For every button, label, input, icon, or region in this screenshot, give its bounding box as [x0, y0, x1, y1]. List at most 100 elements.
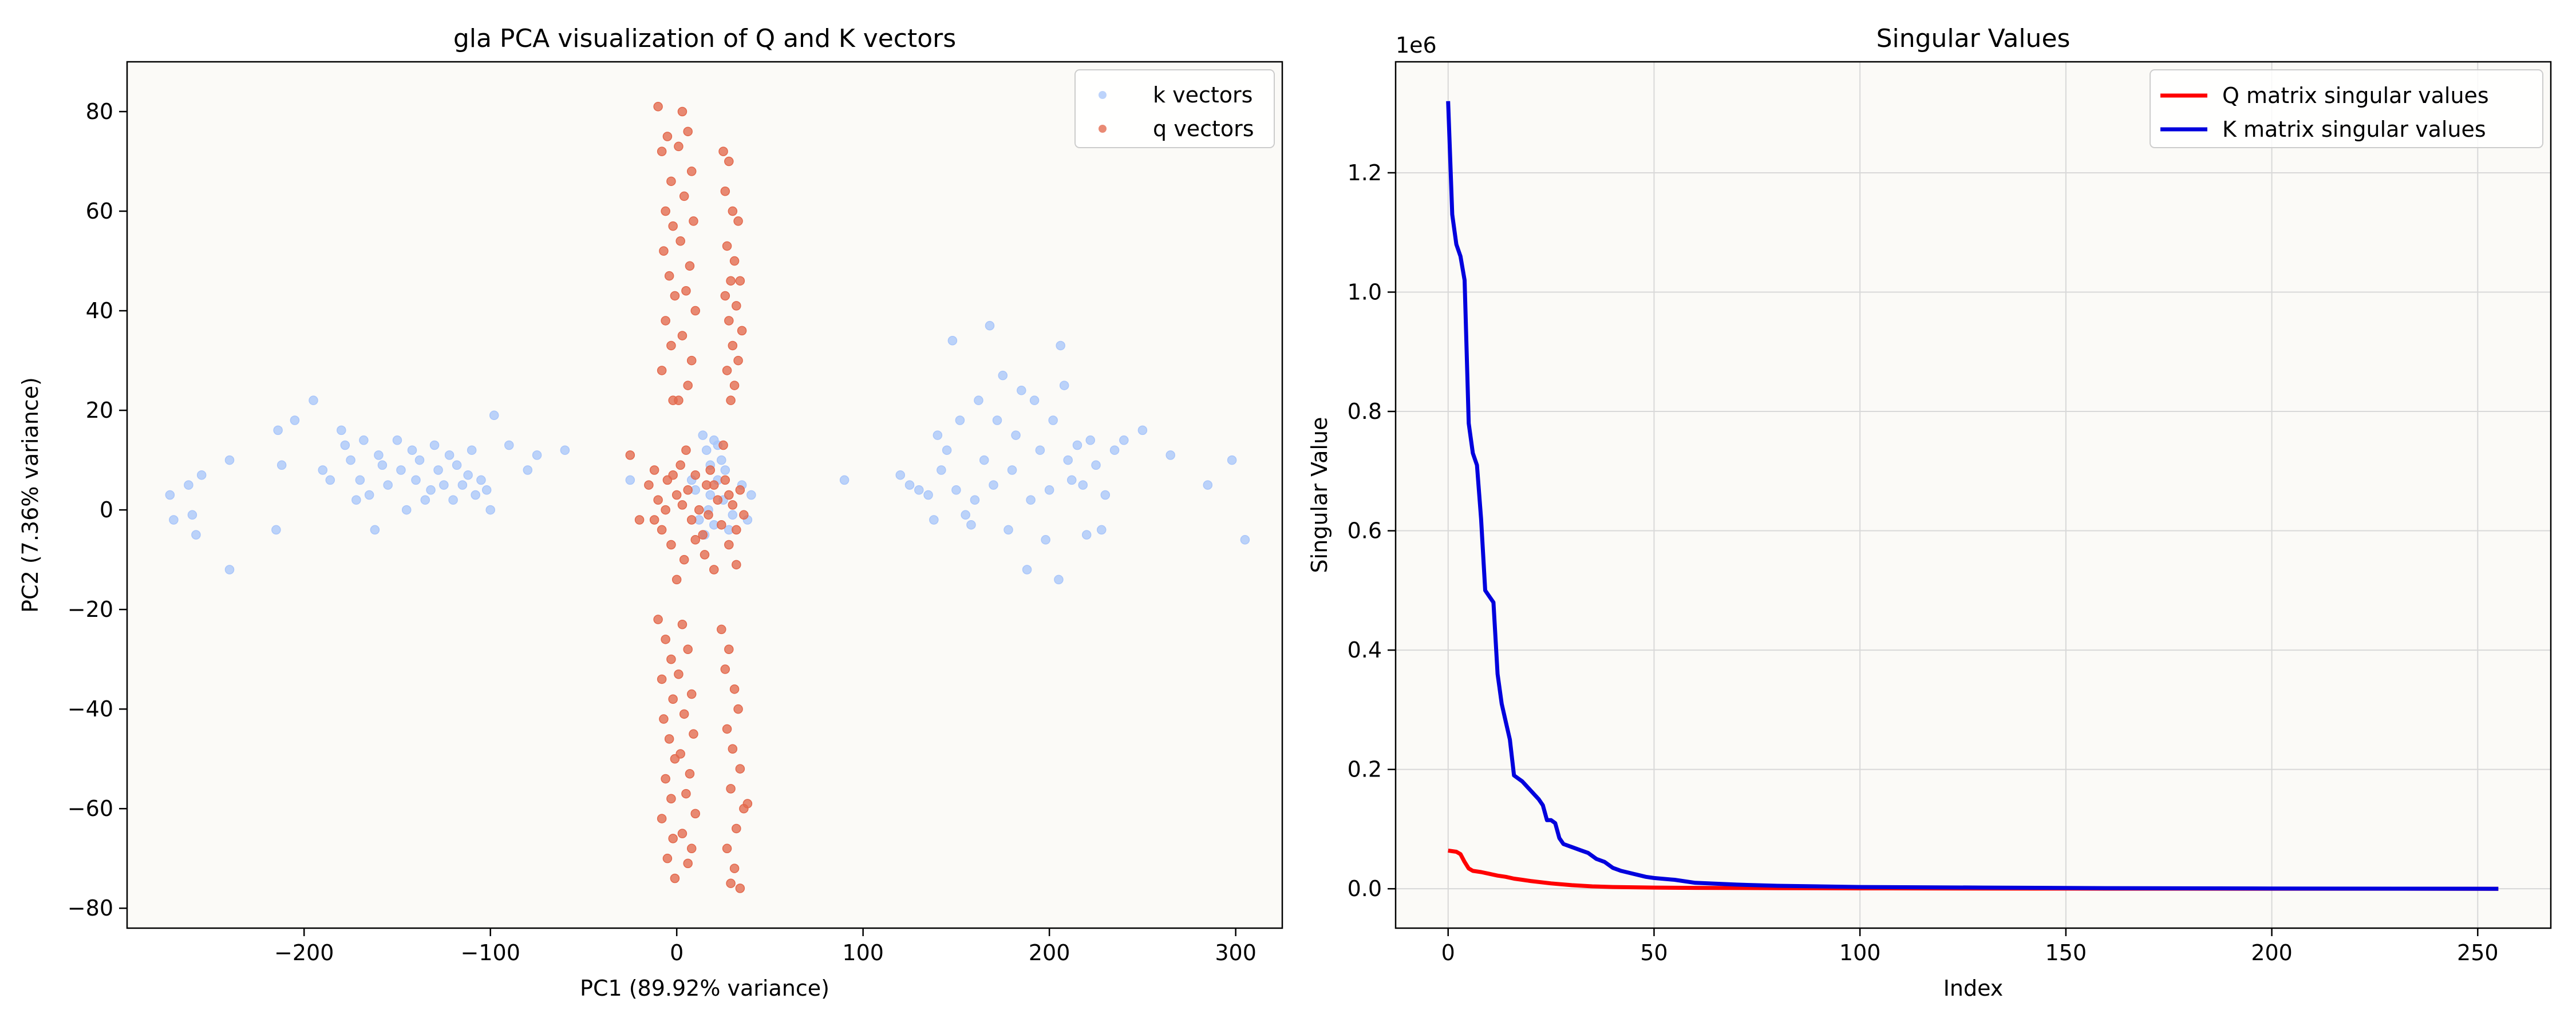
- q-vector-point: [670, 291, 680, 301]
- q-vector-point: [690, 306, 700, 316]
- k-vector-point: [224, 565, 235, 575]
- q-vector-point: [653, 615, 663, 624]
- pca-scatter-chart: −200 −100 0 100 200 300−80−60−40−20020406080 …: [18, 24, 1283, 1001]
- k-vector-point: [1072, 440, 1082, 450]
- k-vector-point: [1203, 480, 1213, 490]
- k-vector-point: [985, 320, 995, 331]
- pca-y-tick-label: 0: [100, 497, 113, 522]
- k-vector-point: [717, 455, 726, 465]
- q-vector-point: [729, 381, 740, 390]
- q-vector-point: [659, 714, 669, 724]
- q-vector-point: [666, 540, 676, 550]
- q-vector-point: [666, 340, 676, 351]
- q-vector-point: [720, 475, 730, 485]
- q-vector-point: [700, 550, 710, 560]
- legend-k-matrix-label: K matrix singular values: [2222, 117, 2486, 142]
- k-vector-point: [481, 485, 492, 495]
- q-vector-point: [675, 749, 685, 759]
- q-vector-point: [720, 291, 730, 301]
- k-vector-point: [467, 445, 477, 455]
- q-vector-point: [732, 301, 741, 311]
- singular-values-x-tick-label: 250: [2457, 940, 2499, 965]
- pca-plot-area: [127, 62, 1282, 928]
- q-vector-point: [670, 873, 680, 884]
- k-vector-point: [351, 495, 361, 505]
- q-vector-point: [683, 126, 693, 137]
- q-vector-point: [724, 540, 734, 550]
- k-vector-point: [532, 450, 542, 460]
- k-vector-point: [433, 465, 443, 475]
- q-vector-point: [677, 829, 688, 838]
- q-matrix-singular-values-line: [1448, 848, 2499, 891]
- k-vector-point: [1003, 525, 1013, 535]
- k-vector-point: [625, 475, 635, 485]
- singular-values-y-axis-label: Singular Value: [1307, 417, 1332, 573]
- k-vector-point: [463, 470, 473, 480]
- legend-q-vectors-label: q vectors: [1153, 116, 1254, 141]
- k-vector-point: [929, 515, 939, 525]
- q-vector-point: [726, 878, 736, 888]
- q-vector-point: [724, 156, 734, 167]
- q-vector-point: [668, 694, 678, 704]
- pca-y-tick-label: 20: [86, 398, 113, 423]
- pca-x-tick-label: 200: [1029, 940, 1070, 965]
- q-vector-point: [742, 799, 753, 809]
- singular-values-y-tick-label: 0.6: [1348, 518, 1382, 544]
- q-vector-point: [677, 619, 688, 629]
- singular-values-chart-title: Singular Values: [1876, 24, 2071, 53]
- q-vector-point: [686, 515, 697, 525]
- k-vector-point: [224, 455, 235, 465]
- pca-y-tick-label: −60: [68, 796, 113, 821]
- q-vector-point: [705, 465, 716, 475]
- k-vector-point: [401, 505, 412, 515]
- k-vector-point: [169, 515, 179, 525]
- k-vector-point: [165, 490, 175, 500]
- singular-values-x-tick-label: 100: [1839, 940, 1881, 965]
- q-vector-point: [689, 216, 698, 226]
- q-vector-point: [675, 236, 685, 246]
- singular-values-y-tick-label: 1.2: [1348, 160, 1382, 185]
- k-vector-point: [839, 475, 850, 485]
- singular-values-x-tick-label: 0: [1441, 940, 1455, 965]
- q-vector-point: [718, 440, 728, 450]
- q-vector-point: [649, 515, 659, 525]
- q-vector-point: [649, 465, 659, 475]
- k-vector-point: [271, 525, 281, 535]
- q-vector-point: [662, 132, 673, 141]
- k-vector-point: [560, 445, 570, 455]
- pca-y-tick-label: 80: [86, 99, 113, 124]
- q-vector-point: [724, 490, 734, 500]
- q-vector-point: [704, 510, 713, 520]
- k-vector-point: [1022, 565, 1032, 575]
- k-vector-point: [346, 455, 355, 465]
- k-vector-point: [1035, 445, 1045, 455]
- q-vector-point: [668, 834, 678, 843]
- k-vector-point: [337, 425, 346, 435]
- k-vector-point: [420, 495, 430, 505]
- q-vector-point: [644, 480, 654, 490]
- k-vector-point: [720, 465, 730, 475]
- k-vector-point: [705, 490, 716, 500]
- k-vector-point: [273, 425, 283, 435]
- singular-values-plot-frame: [1394, 61, 2552, 929]
- q-vector-point: [722, 843, 732, 854]
- k-vector-point: [184, 480, 193, 490]
- k-vector-point: [947, 336, 958, 346]
- q-vector-point: [653, 495, 663, 505]
- q-vector-point: [679, 709, 689, 719]
- k-vector-point: [937, 465, 946, 475]
- k-vector-point: [383, 480, 393, 490]
- pca-y-tick-label: 40: [86, 298, 113, 323]
- q-vector-point: [726, 784, 736, 794]
- q-vector-point: [661, 316, 670, 326]
- q-vector-point: [709, 480, 719, 490]
- k-vector-point: [429, 440, 440, 450]
- q-vector-point: [666, 654, 676, 664]
- q-vector-point: [728, 744, 738, 754]
- singular-values-y-tick-label: 0.2: [1348, 757, 1382, 782]
- k-vector-point: [933, 430, 943, 440]
- q-vector-point: [657, 525, 667, 535]
- k-vector-point: [196, 470, 207, 480]
- singular-values-y-tick-label: 0.8: [1348, 399, 1382, 424]
- q-vector-point: [690, 809, 700, 819]
